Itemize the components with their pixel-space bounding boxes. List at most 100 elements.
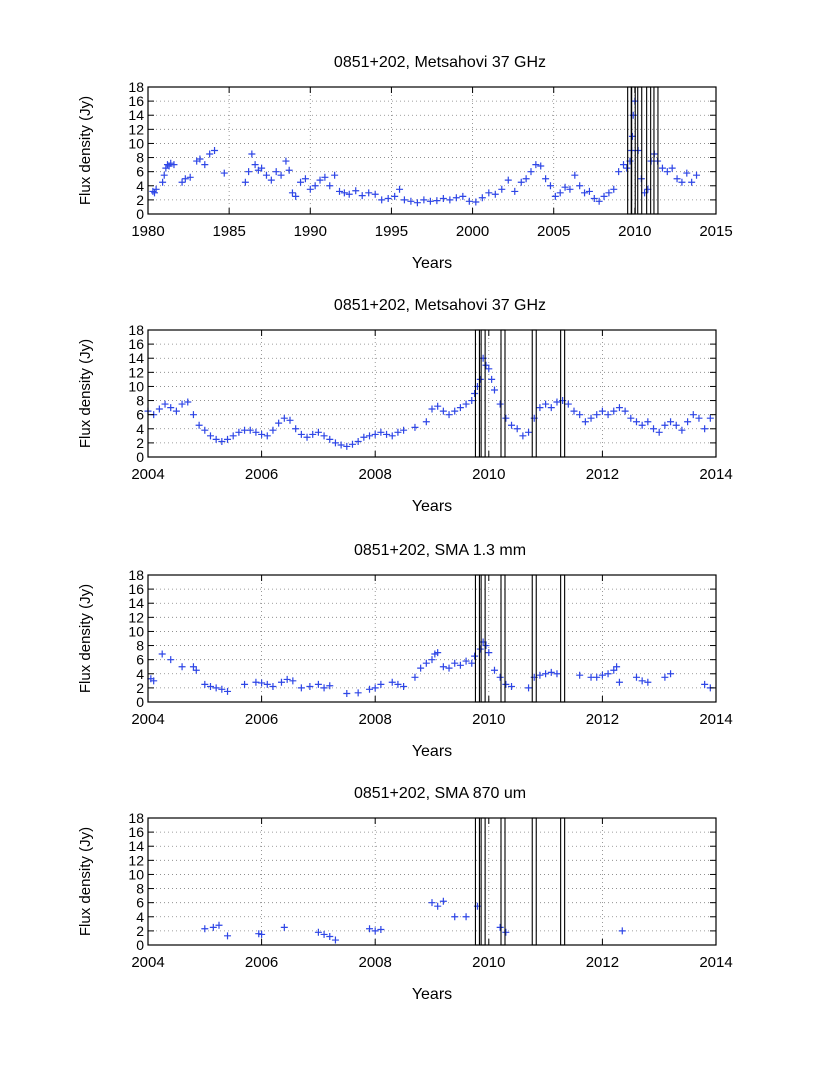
- data-point: [615, 404, 623, 412]
- y-tick-label: 16: [128, 581, 144, 597]
- data-point: [451, 913, 459, 921]
- data-point: [536, 671, 544, 679]
- y-tick-label: 0: [136, 937, 144, 953]
- data-point: [211, 147, 219, 154]
- data-point: [644, 418, 652, 426]
- data-point: [218, 685, 226, 693]
- data-point: [593, 411, 601, 419]
- data-point: [547, 404, 555, 412]
- data-point: [314, 428, 322, 436]
- data-point: [263, 432, 271, 440]
- y-tick-label: 6: [136, 407, 144, 423]
- data-point: [400, 682, 408, 690]
- y-tick-label: 10: [128, 623, 144, 639]
- data-point: [413, 199, 421, 207]
- y-tick-label: 6: [136, 652, 144, 668]
- event-line: [480, 574, 486, 703]
- data-point: [326, 933, 334, 941]
- x-tick-label: 2012: [586, 466, 619, 483]
- axes-frame: [147, 817, 717, 946]
- data-point: [561, 183, 569, 191]
- data-point: [160, 171, 168, 179]
- data-point: [604, 670, 612, 678]
- data-point: [306, 185, 314, 193]
- data-point: [428, 899, 436, 907]
- data-point: [434, 649, 442, 657]
- x-tick-label: 2008: [359, 711, 392, 728]
- data-point: [525, 428, 533, 436]
- data-point: [556, 189, 564, 197]
- data-point: [196, 155, 204, 163]
- data-point: [638, 421, 646, 429]
- event-line: [560, 574, 566, 703]
- data-point: [224, 687, 232, 695]
- data-point: [371, 430, 379, 438]
- data-point: [292, 192, 300, 200]
- event-line: [560, 817, 566, 946]
- data-point: [585, 187, 593, 195]
- data-point: [285, 166, 293, 174]
- y-tick-label: 14: [128, 595, 144, 611]
- data-point: [542, 670, 550, 678]
- data-point: [522, 175, 530, 183]
- x-tick-label: 2010: [472, 954, 505, 971]
- x-tick-label: 2000: [456, 223, 489, 240]
- data-point: [542, 175, 550, 183]
- y-tick-label: 0: [136, 449, 144, 465]
- data-point: [184, 398, 192, 406]
- data-point: [267, 176, 275, 184]
- x-tick-label: 2010: [618, 223, 651, 240]
- event-line: [531, 574, 537, 703]
- data-point: [252, 428, 260, 436]
- y-tick-label: 16: [128, 824, 144, 840]
- data-series: [201, 897, 626, 944]
- y-tick-label: 4: [136, 666, 144, 682]
- data-point: [201, 161, 209, 169]
- data-point: [667, 418, 675, 426]
- data-point: [434, 402, 442, 410]
- data-point: [668, 164, 676, 172]
- data-point: [181, 175, 189, 183]
- x-axis-label: Years: [412, 986, 452, 1003]
- data-point: [600, 192, 608, 200]
- y-tick-label: 18: [128, 79, 144, 95]
- y-tick-label: 16: [128, 336, 144, 352]
- data-point: [297, 178, 305, 186]
- data-point: [292, 425, 300, 433]
- data-point: [178, 400, 186, 408]
- data-point: [618, 927, 626, 935]
- data-point: [610, 407, 618, 415]
- data-point: [478, 194, 486, 202]
- event-line: [560, 329, 566, 458]
- data-point: [551, 192, 559, 200]
- data-point: [289, 677, 297, 685]
- data-point: [354, 437, 362, 445]
- event-line: [500, 574, 506, 703]
- x-tick-label: 2014: [699, 466, 732, 483]
- data-point: [650, 425, 658, 433]
- data-point: [371, 190, 379, 198]
- data-point: [275, 419, 283, 427]
- data-point: [388, 432, 396, 440]
- event-line: [531, 817, 537, 946]
- x-tick-label: 2012: [586, 954, 619, 971]
- event-line: [531, 329, 537, 458]
- data-point: [655, 428, 663, 436]
- data-point: [525, 684, 533, 692]
- x-tick-label: 2006: [245, 711, 278, 728]
- y-tick-label: 12: [128, 852, 144, 868]
- data-point: [459, 192, 467, 200]
- data-point: [661, 421, 669, 429]
- y-tick-label: 12: [128, 364, 144, 380]
- data-point: [553, 670, 561, 678]
- data-point: [258, 679, 266, 687]
- data-point: [195, 421, 203, 429]
- data-point: [488, 375, 496, 383]
- data-point: [468, 397, 476, 405]
- data-point: [326, 182, 334, 190]
- data-point: [590, 194, 598, 202]
- data-point: [343, 442, 351, 450]
- event-line: [500, 329, 506, 458]
- data-point: [426, 197, 434, 205]
- data-point: [472, 198, 480, 206]
